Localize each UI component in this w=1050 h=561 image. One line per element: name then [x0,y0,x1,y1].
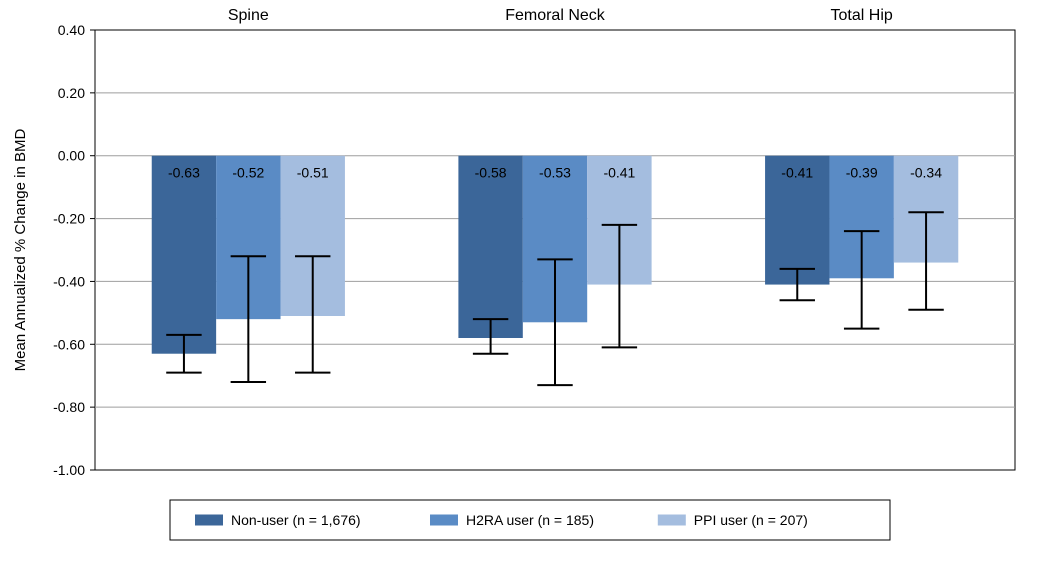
bar-value-label: -0.39 [846,165,878,181]
bar-value-label: -0.58 [475,165,507,181]
bar [152,156,216,354]
bar-value-label: -0.51 [297,165,329,181]
legend-label: H2RA user (n = 185) [466,512,594,528]
bar [458,156,522,338]
y-tick-label: -0.40 [53,273,85,289]
y-tick-label: 0.40 [58,22,85,38]
y-tick-label: -1.00 [53,462,85,478]
legend-label: Non-user (n = 1,676) [231,512,361,528]
bmd-bar-chart: -1.00 -0.80 -0.60 -0.40 -0.20 0.00 0.20 0.40 Mea… [0,0,1050,561]
bar-value-label: -0.63 [168,165,200,181]
bar-value-label: -0.34 [910,165,942,181]
bar-value-label: -0.41 [781,165,813,181]
y-tick-label: -0.60 [53,336,85,352]
bar-value-label: -0.41 [603,165,635,181]
bar-value-label: -0.52 [232,165,264,181]
bar-value-label: -0.53 [539,165,571,181]
y-tick-label: 0.00 [58,148,85,164]
y-tick-label: 0.20 [58,85,85,101]
y-tick-label: -0.20 [53,211,85,227]
group-title: Spine [228,7,269,24]
y-tick-label: -0.80 [53,399,85,415]
legend-swatch [195,515,223,526]
group-title: Femoral Neck [505,7,606,24]
legend-label: PPI user (n = 207) [694,512,808,528]
y-axis-label: Mean Annualized % Change in BMD [12,129,29,372]
legend-swatch [430,515,458,526]
legend-swatch [658,515,686,526]
chart-container: -1.00 -0.80 -0.60 -0.40 -0.20 0.00 0.20 0.40 Mea… [0,0,1050,561]
group-title: Total Hip [831,7,893,24]
